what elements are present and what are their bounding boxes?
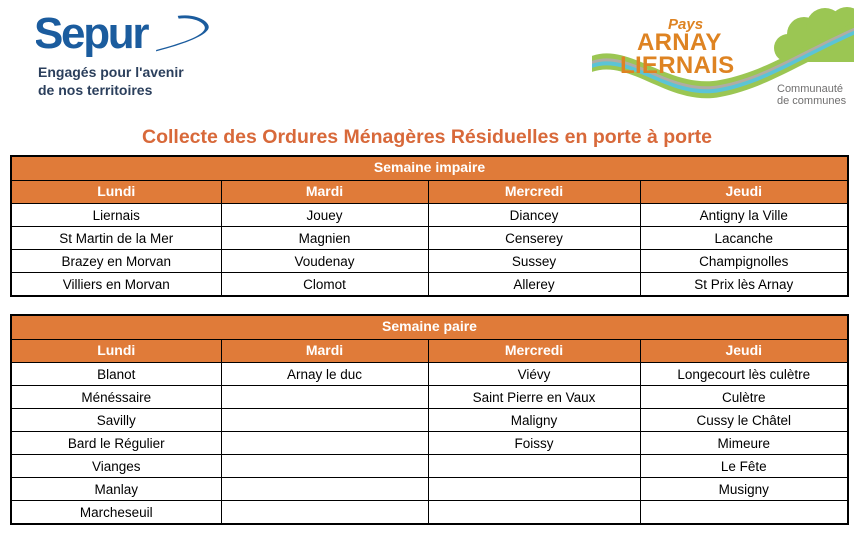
svg-text:de communes: de communes bbox=[777, 95, 847, 106]
svg-text:LIERNAIS: LIERNAIS bbox=[620, 52, 734, 79]
svg-text:Sepur: Sepur bbox=[36, 9, 149, 58]
svg-text:Communauté: Communauté bbox=[777, 83, 843, 95]
